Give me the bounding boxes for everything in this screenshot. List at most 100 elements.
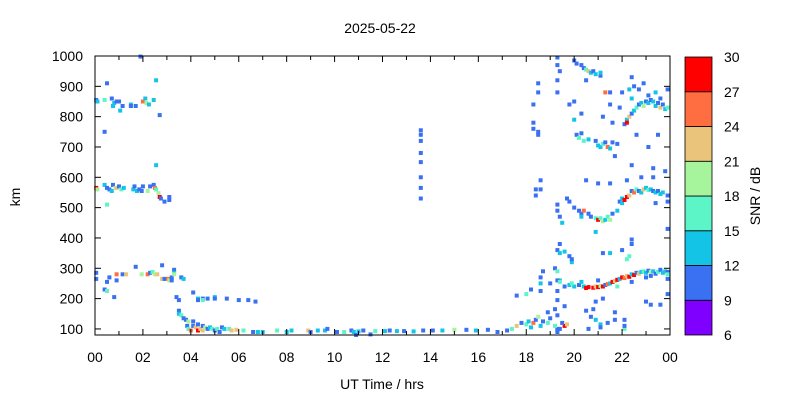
x-tick-label: 16	[471, 349, 487, 365]
colorbar-tick-label: 15	[724, 223, 740, 239]
data-point	[596, 217, 601, 222]
data-point	[624, 195, 629, 199]
data-point	[644, 270, 648, 275]
data-point	[154, 187, 159, 192]
data-point	[608, 251, 613, 256]
data-point	[418, 160, 423, 165]
data-point	[593, 284, 598, 289]
data-point	[651, 189, 656, 193]
data-point	[624, 117, 629, 122]
colorbar-tick-label: 18	[724, 188, 740, 204]
data-point	[608, 102, 613, 107]
data-point	[275, 328, 280, 333]
data-point	[102, 287, 107, 292]
data-point	[315, 328, 320, 333]
colorbar-label: SNR / dB	[747, 167, 763, 225]
data-point	[373, 329, 378, 334]
data-point	[615, 141, 620, 146]
data-point	[557, 69, 562, 74]
data-point	[651, 166, 656, 171]
data-point	[644, 299, 648, 304]
data-point	[152, 272, 157, 277]
data-point	[191, 290, 196, 295]
data-point	[608, 90, 613, 95]
data-point	[553, 307, 557, 312]
colorbar-tick-label: 6	[724, 327, 732, 343]
data-point	[555, 278, 560, 283]
colorbar-tick-label: 9	[724, 292, 732, 308]
y-tick-label: 500	[60, 200, 84, 216]
data-point	[620, 196, 625, 201]
colorbar-band	[684, 265, 713, 301]
data-point	[133, 264, 138, 269]
data-point	[236, 298, 241, 303]
data-point	[608, 146, 613, 151]
data-point	[584, 78, 589, 83]
data-point	[565, 322, 569, 327]
data-point	[636, 87, 641, 92]
data-point	[105, 81, 109, 86]
data-point	[632, 84, 637, 89]
data-point	[148, 270, 153, 275]
data-point	[629, 237, 634, 242]
data-point	[569, 257, 574, 262]
data-points	[94, 54, 670, 337]
data-point	[162, 199, 167, 204]
data-point	[111, 182, 115, 187]
data-point	[663, 107, 668, 112]
data-point	[581, 208, 586, 213]
colorbar-tick-label: 21	[724, 153, 740, 169]
data-point	[181, 276, 186, 281]
data-point	[102, 98, 107, 102]
data-point	[622, 326, 627, 331]
data-point	[205, 326, 210, 331]
data-point	[644, 185, 648, 190]
data-point	[596, 285, 601, 290]
data-point	[112, 295, 117, 300]
data-point	[210, 326, 215, 331]
data-point	[191, 319, 196, 324]
data-point	[610, 279, 615, 284]
data-point	[579, 111, 584, 116]
data-point	[105, 279, 109, 284]
data-point	[629, 189, 634, 193]
data-point	[524, 292, 529, 297]
data-point	[176, 308, 181, 313]
data-point	[196, 328, 200, 333]
y-tick-label: 800	[60, 109, 84, 125]
colorbar-tick-label: 27	[724, 84, 740, 100]
data-point	[545, 310, 550, 315]
data-point	[251, 330, 256, 334]
data-point	[418, 196, 423, 201]
data-point	[608, 281, 613, 286]
data-point	[660, 102, 665, 107]
data-point	[132, 184, 137, 189]
data-point	[600, 141, 605, 146]
data-point	[646, 101, 651, 105]
data-point	[102, 182, 107, 187]
data-point	[485, 327, 490, 332]
data-point	[555, 63, 560, 68]
data-point	[156, 191, 161, 196]
data-point	[541, 269, 545, 274]
data-point	[608, 217, 613, 222]
data-point	[605, 282, 610, 287]
data-point	[509, 326, 514, 331]
data-point	[440, 328, 445, 333]
data-point	[241, 328, 246, 333]
data-point	[581, 138, 586, 143]
data-point	[665, 292, 670, 297]
data-point	[107, 187, 112, 192]
data-point	[593, 229, 598, 234]
data-point	[394, 329, 399, 334]
data-point	[325, 326, 330, 331]
data-point	[591, 69, 596, 74]
data-point	[612, 279, 617, 283]
data-point	[615, 277, 620, 282]
data-point	[167, 278, 172, 283]
data-point	[579, 214, 584, 219]
data-point	[574, 132, 579, 137]
data-point	[169, 278, 174, 283]
data-point	[651, 175, 656, 180]
data-point	[145, 272, 150, 277]
